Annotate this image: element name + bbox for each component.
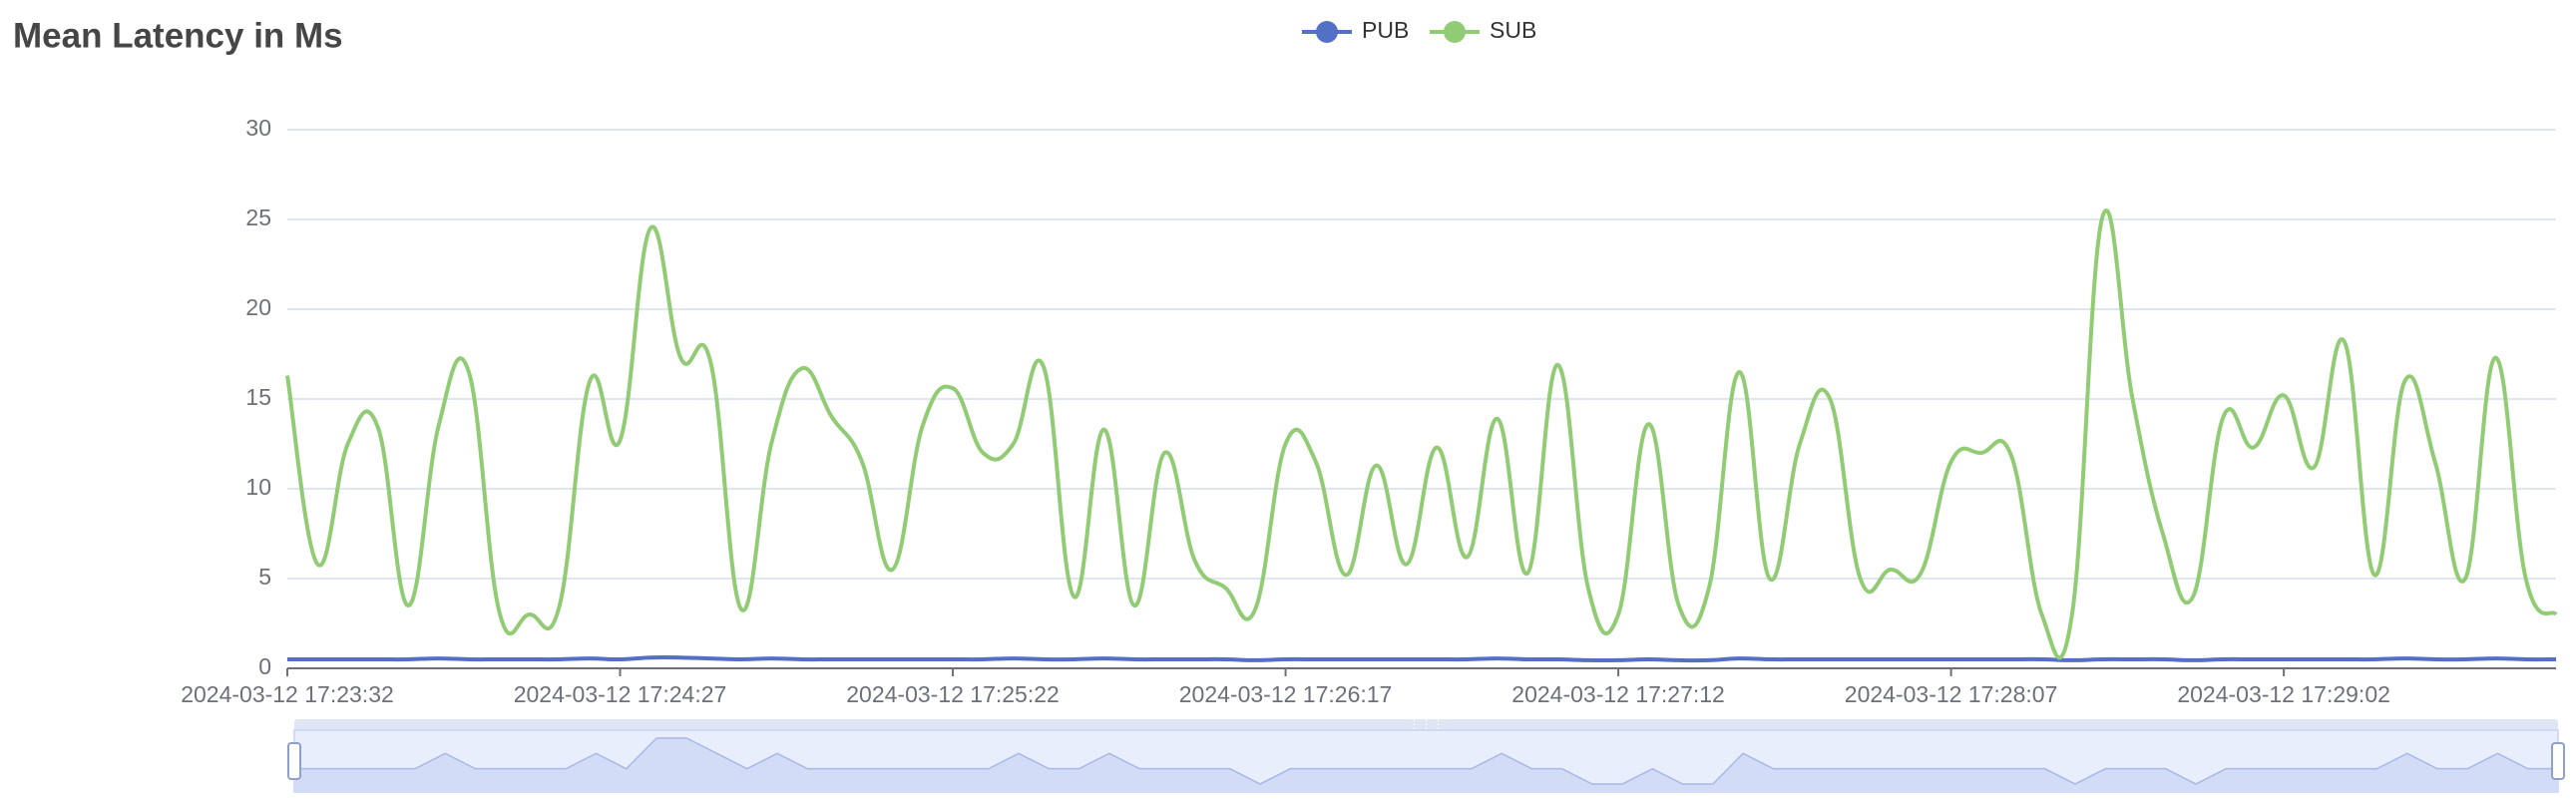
- zoom-handle: [2551, 742, 2565, 780]
- y-tick-label: 30: [245, 115, 271, 141]
- y-tick-label: 15: [245, 384, 271, 410]
- y-tick-label: 0: [258, 653, 271, 679]
- legend-label: PUB: [1362, 17, 1409, 43]
- x-tick-label: 2024-03-12 17:23:32: [181, 681, 394, 707]
- series-line: [287, 654, 2557, 663]
- zoom-grip: ⋮⋮⋮: [1409, 717, 1445, 731]
- chart-title: Mean Latency in Ms: [13, 16, 343, 55]
- series-line: [285, 207, 2558, 660]
- x-tick-label: 2024-03-12 17:28:07: [1845, 681, 2058, 707]
- x-tick-label: 2024-03-12 17:25:22: [846, 681, 1060, 707]
- zoom-shadow-line: [294, 737, 2558, 785]
- y-tick-label: 5: [258, 564, 271, 590]
- y-tick-label: 20: [245, 294, 271, 320]
- legend-label: SUB: [1490, 17, 1536, 43]
- legend-marker: [1316, 21, 1338, 43]
- y-tick-label: 10: [245, 474, 271, 500]
- x-tick-label: 2024-03-12 17:29:02: [2177, 681, 2390, 707]
- zoom-handle: [287, 742, 301, 780]
- x-tick-label: 2024-03-12 17:27:12: [1511, 681, 1725, 707]
- zoom-shadow-area: [294, 738, 2558, 792]
- x-tick-label: 2024-03-12 17:24:27: [514, 681, 727, 707]
- x-tick-label: 2024-03-12 17:26:17: [1179, 681, 1393, 707]
- legend-marker: [1444, 21, 1466, 43]
- y-tick-label: 25: [245, 204, 271, 230]
